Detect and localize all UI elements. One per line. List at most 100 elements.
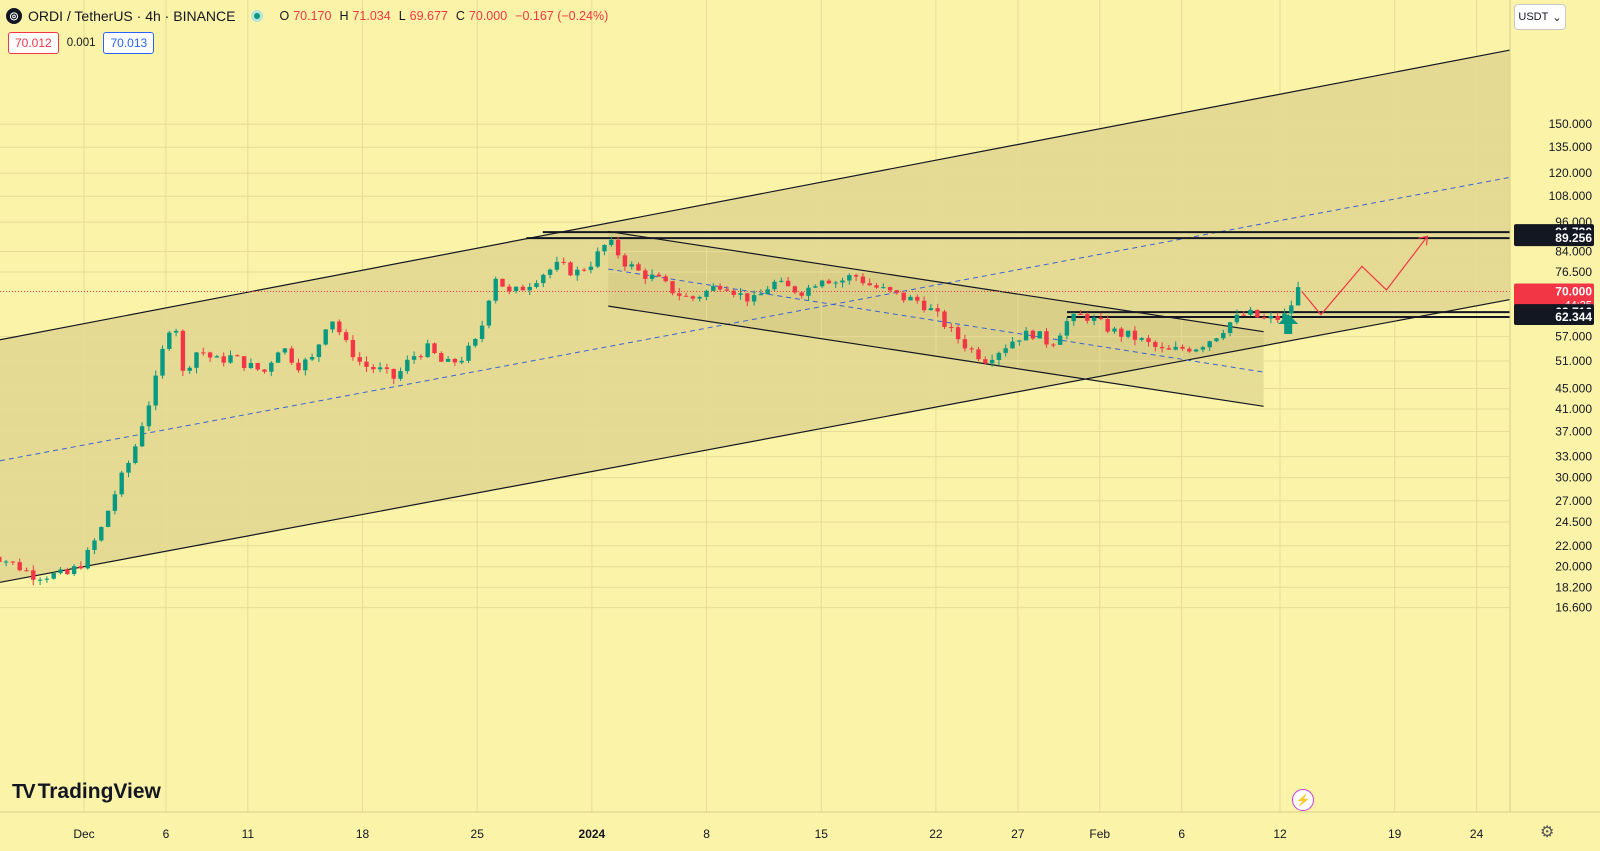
candle-body <box>425 343 430 358</box>
ordi-coin-icon: ◎ <box>6 8 22 24</box>
candle-body <box>1241 314 1246 316</box>
candle-body <box>1282 313 1287 321</box>
candle-body <box>1057 335 1063 345</box>
candle-body <box>445 358 451 362</box>
candle-body <box>391 368 396 379</box>
candle-body <box>44 578 50 580</box>
grid <box>0 0 1510 812</box>
candle-body <box>493 278 498 301</box>
time-tick-label: 6 <box>1178 827 1185 841</box>
candle-body <box>799 292 804 296</box>
candle-body <box>724 289 730 291</box>
candle-body <box>847 275 852 281</box>
candle-body <box>983 359 988 364</box>
low-value: 69.677 <box>409 9 448 23</box>
candle-body <box>473 338 478 346</box>
tradingview-logo[interactable]: TV TradingView <box>12 780 161 804</box>
price-tick-label: 57.000 <box>1555 330 1592 344</box>
price-tick-label: 51.000 <box>1555 354 1592 368</box>
candle-body <box>432 343 437 354</box>
candle-body <box>92 540 97 550</box>
descending-channel-lower-line <box>608 305 1264 407</box>
candle-body <box>1214 338 1219 342</box>
candle-body <box>1268 315 1274 319</box>
candle-body <box>1234 314 1240 323</box>
candle-body <box>1132 330 1138 340</box>
candle-body <box>670 281 675 294</box>
price-tick-label: 150.000 <box>1549 117 1593 131</box>
price-tick-label: 37.000 <box>1555 425 1592 439</box>
candle-body <box>228 355 233 363</box>
candle-body <box>860 276 866 284</box>
candle-body <box>955 327 961 340</box>
candle-body <box>241 356 247 369</box>
candle-body <box>112 494 118 511</box>
candle-body <box>969 348 974 350</box>
candle-body <box>1227 322 1233 333</box>
price-label-text: 89.256 <box>1555 231 1592 245</box>
candle-body <box>779 280 784 282</box>
candle-body <box>1023 330 1029 341</box>
currency-selector[interactable]: USDT ⌄ <box>1514 4 1566 30</box>
buy-button[interactable]: 70.013 <box>103 32 155 54</box>
candle-body <box>547 269 553 275</box>
candle-body <box>452 358 458 363</box>
descending-channel-midline <box>608 268 1264 373</box>
candle-body <box>697 296 702 299</box>
candle-body <box>160 348 165 376</box>
candle-body <box>119 472 124 495</box>
candle-body <box>520 286 526 291</box>
symbol-title[interactable]: ORDI / TetherUS · 4h · BINANCE <box>28 8 236 24</box>
currency-label: USDT <box>1518 11 1549 23</box>
price-axis-bg <box>1510 0 1600 851</box>
candle-body <box>683 295 689 297</box>
candle-body <box>99 526 104 541</box>
price-tick-label: 120.000 <box>1549 166 1593 180</box>
candle-body <box>398 371 403 379</box>
candle-body <box>10 561 16 563</box>
projection-path <box>1301 235 1428 316</box>
candle-body <box>1295 287 1301 306</box>
candle-body <box>1098 317 1104 320</box>
candle-body <box>813 286 818 288</box>
candle-body <box>717 285 723 290</box>
close-value: 70.000 <box>468 9 508 23</box>
candle-body <box>201 352 206 354</box>
candle-body <box>765 289 770 295</box>
candle-body <box>745 293 750 302</box>
candle-body <box>1064 321 1070 336</box>
candle-body <box>31 570 36 580</box>
candle-body <box>1105 319 1110 332</box>
candle-body <box>989 359 995 364</box>
candle-body <box>1119 328 1124 337</box>
candle-body <box>874 285 879 288</box>
candle-body <box>840 280 845 283</box>
ascending-channel-fill <box>0 50 1510 583</box>
price-tick-label: 41.000 <box>1555 402 1592 416</box>
candle-body <box>513 286 519 292</box>
candle-body <box>622 255 628 267</box>
candle-body <box>1193 349 1199 352</box>
bolt-icon[interactable]: ⚡ <box>1292 789 1314 811</box>
high-label: H <box>339 9 349 23</box>
candle-body <box>881 287 886 289</box>
sell-button[interactable]: 70.012 <box>8 32 59 54</box>
spread-value: 0.001 <box>66 37 96 49</box>
candle-body <box>262 369 267 372</box>
candle-body <box>1085 314 1090 321</box>
symbol-header: ◎ ORDI / TetherUS · 4h · BINANCE O 70.170… <box>6 6 612 26</box>
candle-body <box>24 570 29 572</box>
candle-body <box>636 264 641 271</box>
candle-body <box>976 349 981 360</box>
candle-body <box>1221 332 1226 339</box>
time-tick-label: 24 <box>1470 827 1484 841</box>
candle-body <box>588 266 594 270</box>
candle-body <box>887 287 893 291</box>
candle-body <box>615 239 621 256</box>
candle-body <box>554 261 560 270</box>
annotations <box>1278 235 1429 335</box>
candle-body <box>711 285 716 291</box>
gear-icon[interactable]: ⚙ <box>1540 824 1555 841</box>
